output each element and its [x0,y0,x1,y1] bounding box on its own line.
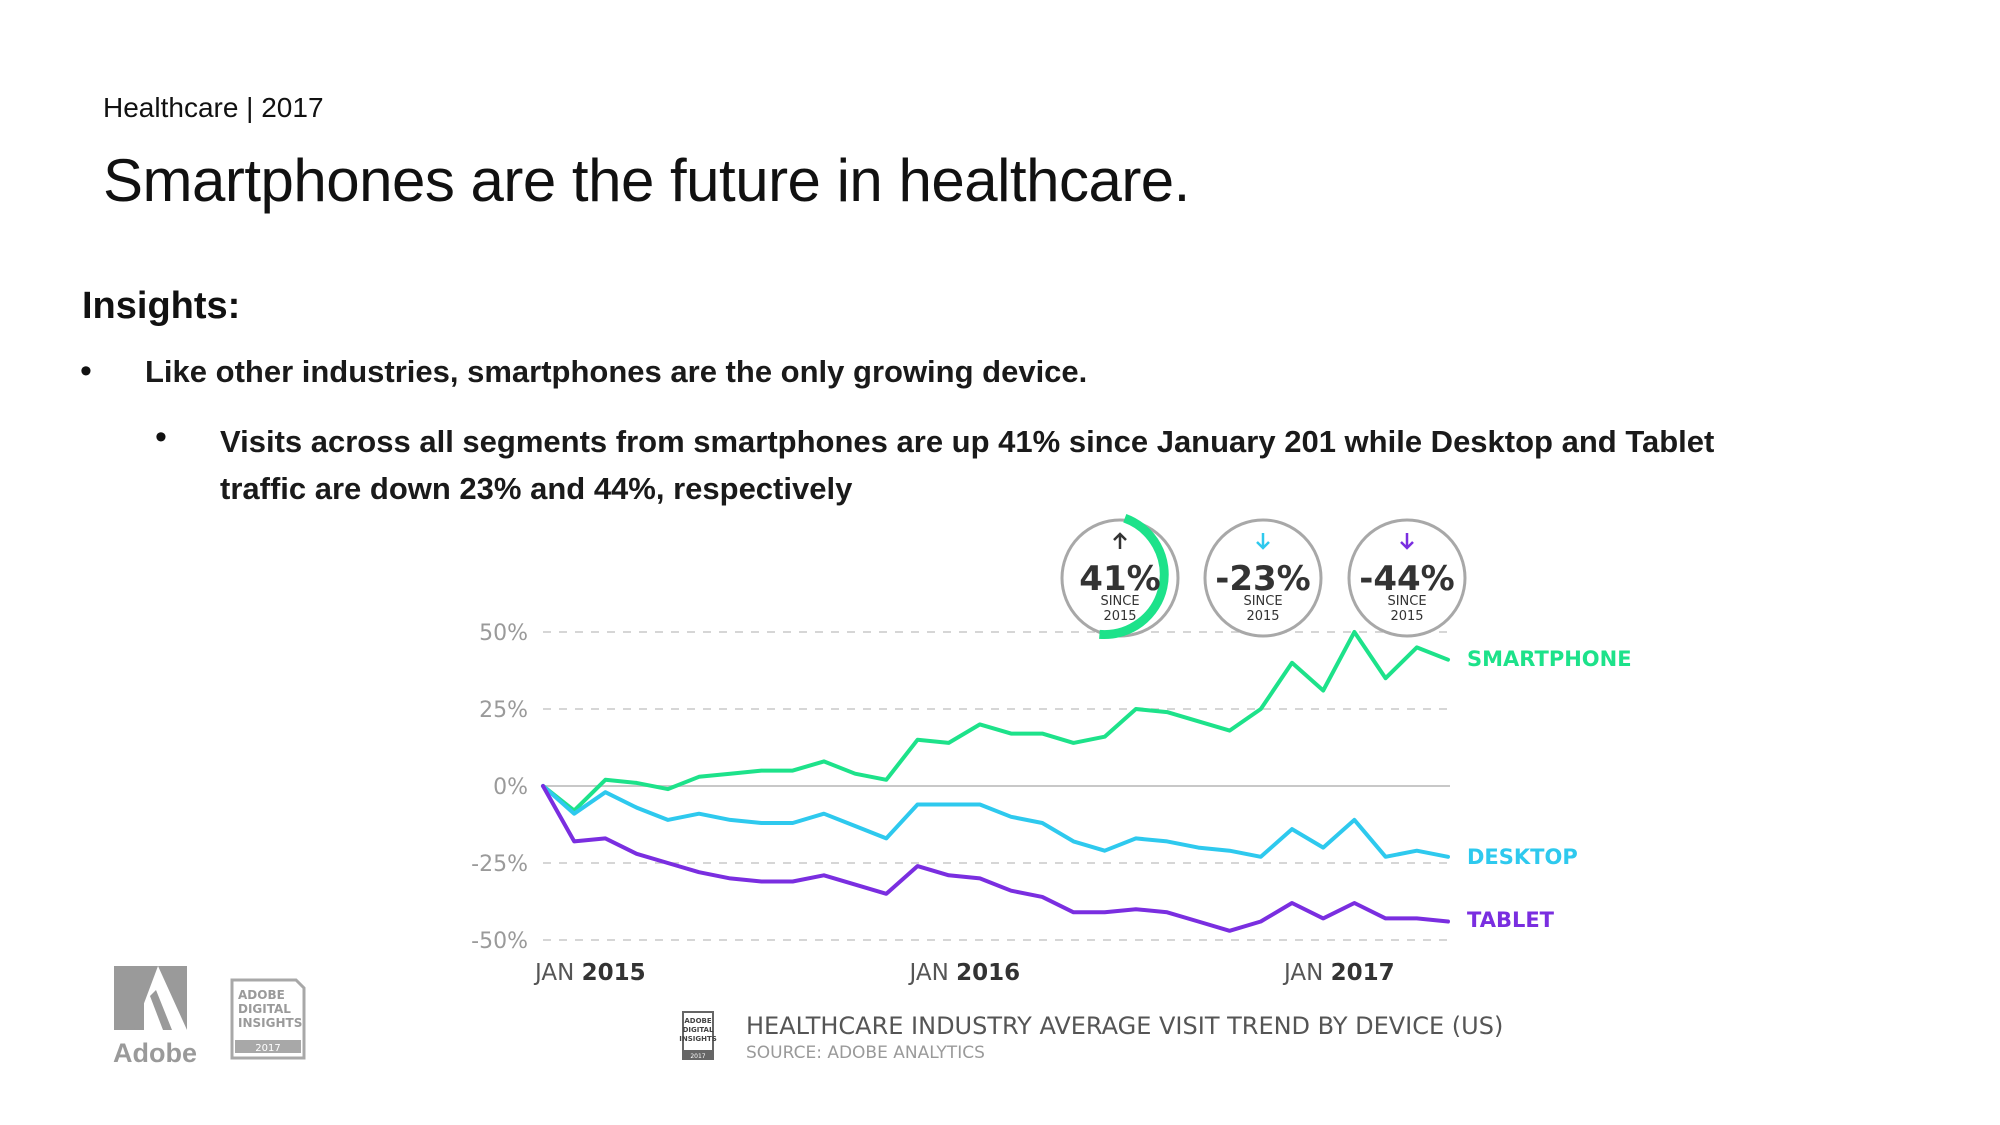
digital-insights-badge-text: ADOBE [238,988,285,1002]
y-tick-label: 25% [479,698,528,723]
badge-since: SINCE [1100,594,1139,609]
series-line-tablet [541,784,1450,933]
y-tick-label: 0% [493,775,528,800]
x-tick-label: JAN 2015 [533,960,646,986]
badge-since: SINCE [1243,594,1282,609]
small-badge-text: DIGITAL [683,1026,714,1034]
series-line-desktop [541,784,1450,859]
small-badge-text: INSIGHTS [679,1035,717,1043]
series-label-desktop: DESKTOP [1467,845,1578,869]
y-tick-label: -25% [471,852,528,877]
small-badge-text: ADOBE [684,1017,712,1025]
series-label-smartphone: SMARTPHONE [1467,647,1632,671]
adobe-logo-tick [150,990,172,1030]
x-tick-label: JAN 2017 [1282,960,1395,986]
bullet-marker: • [155,418,167,456]
insight-bullet-2: Visits across all segments from smartpho… [220,418,1860,512]
badge-since: SINCE [1387,594,1426,609]
badge-progress-arc [1099,513,1169,640]
series-label-tablet: TABLET [1467,908,1555,932]
insight-bullet-2-line-1: Visits across all segments from smartpho… [220,424,1715,459]
y-tick-label: 50% [479,621,528,646]
badge-year: 2015 [1103,609,1136,624]
badge-circle [1347,518,1467,638]
badge-value: 41% [1079,559,1160,599]
arrow-up-icon [1113,532,1127,549]
chart-title: HEALTHCARE INDUSTRY AVERAGE VISIT TREND … [746,1012,1503,1040]
insight-bullet-2-line-2: traffic are down 23% and 44%, respective… [220,471,853,506]
adobe-logo-right-bar [158,966,187,1030]
badge-year: 2015 [1246,609,1279,624]
page-kicker: Healthcare | 2017 [103,92,324,123]
arrow-down-icon [1400,533,1414,550]
small-badge-year: 2017 [690,1053,705,1060]
bullet-marker: • [80,352,92,390]
chart-source: SOURCE: ADOBE ANALYTICS [746,1043,985,1063]
digital-insights-badge-text: INSIGHTS [238,1016,302,1030]
y-tick-label: -50% [471,929,528,954]
adobe-wordmark: Adobe [113,1038,197,1068]
badge-value: -44% [1359,559,1455,599]
insights-heading: Insights: [82,285,241,327]
digital-insights-badge-text: DIGITAL [238,1002,291,1016]
adobe-logo-middle [134,966,158,1030]
series-line-smartphone [541,630,1450,813]
digital-insights-badge-year: 2017 [255,1043,280,1054]
page-title: Smartphones are the future in healthcare… [103,147,1190,214]
digital-insights-badge-icon [230,978,306,1060]
digital-insights-badge-band [235,1040,301,1053]
badge-year: 2015 [1390,609,1423,624]
arrow-down-icon [1256,533,1270,550]
insights-badge-small-band [683,1050,713,1059]
insight-bullet-1: Like other industries, smartphones are t… [145,354,1088,389]
badge-circle [1203,518,1323,638]
x-tick-label: JAN 2016 [907,960,1020,986]
badge-value: -23% [1215,559,1311,599]
